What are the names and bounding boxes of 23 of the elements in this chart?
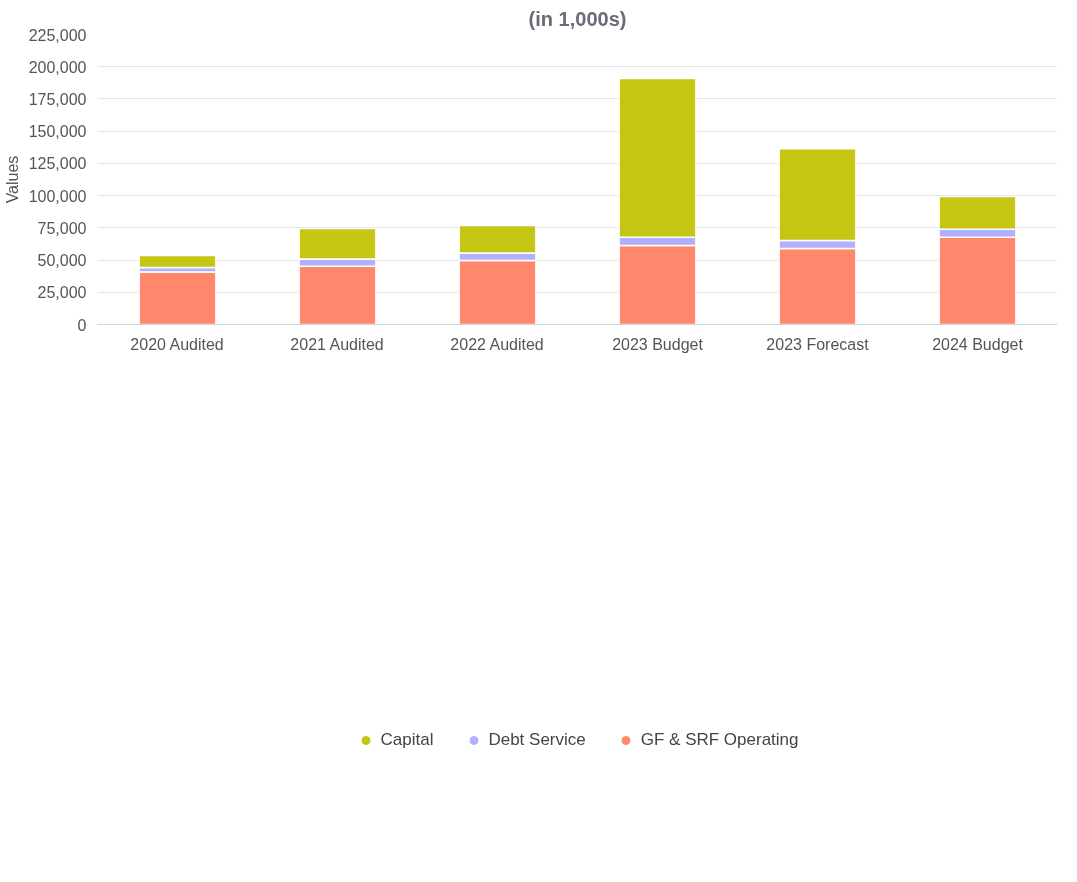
- x-tick-label: 2021 Audited: [290, 335, 384, 353]
- x-tick-label: 2023 Budget: [612, 335, 704, 353]
- legend-label: Capital: [380, 730, 434, 750]
- bar: [138, 271, 217, 325]
- y-tick-label: 125,000: [28, 155, 87, 173]
- y-tick-label: 50,000: [37, 252, 87, 270]
- y-tick-label: 100,000: [28, 187, 87, 205]
- x-tick-label: 2022 Audited: [450, 335, 544, 353]
- y-tick-label: 225,000: [28, 26, 87, 44]
- y-tick-label: 150,000: [28, 123, 87, 141]
- x-tick-label: 2024 Budget: [932, 335, 1024, 353]
- x-tick-label: 2020 Audited: [130, 335, 224, 353]
- y-tick-label: 75,000: [37, 219, 87, 237]
- chart-title: (in 1,000s): [528, 7, 627, 30]
- x-tick-label: 2023 Forecast: [766, 335, 870, 353]
- y-axis-title: Values: [3, 155, 21, 204]
- bar: [138, 254, 217, 269]
- legend-label: GF & SRF Operating: [640, 730, 799, 750]
- y-tick-label: 200,000: [28, 58, 87, 76]
- y-tick-label: 25,000: [37, 284, 87, 302]
- legend-label: Debt Service: [488, 730, 586, 750]
- y-tick-label: 175,000: [28, 90, 87, 108]
- y-tick-label: 0: [77, 316, 87, 334]
